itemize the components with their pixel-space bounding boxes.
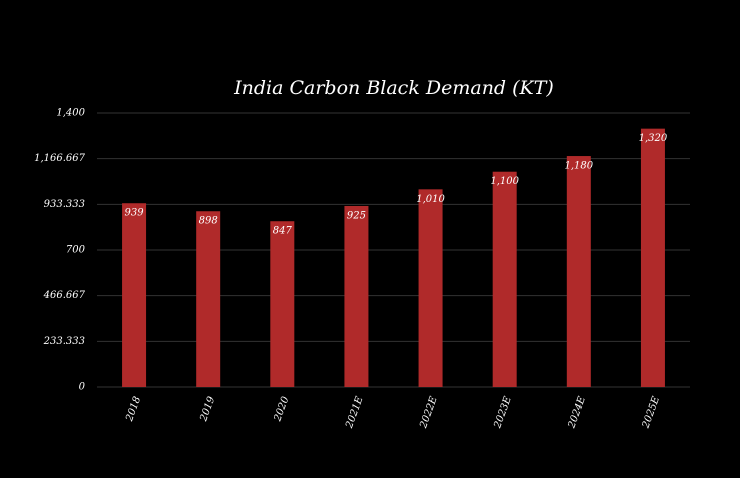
x-tick-label: 2025E [640,394,662,430]
y-tick-label: 0 [79,382,86,393]
bar [492,171,517,387]
x-tick-label: 2024E [566,394,588,430]
y-tick-label: 1,166.667 [34,153,86,164]
x-tick-label: 2019 [198,395,218,424]
value-label: 1,180 [564,161,593,172]
bar [418,189,443,387]
x-tick-label: 2020 [272,395,292,424]
value-label: 1,010 [416,194,445,205]
x-tick-label: 2018 [124,395,143,424]
bar [270,221,295,387]
value-label: 847 [273,226,293,237]
value-label: 925 [347,210,366,221]
value-label: 898 [199,216,218,227]
value-label: 1,100 [490,176,519,187]
bar [196,211,221,387]
value-label: 939 [125,208,145,219]
chart-title: India Carbon Black Demand (KT) [233,77,554,99]
x-tick-label: 2023E [492,394,514,430]
y-tick-label: 233.333 [43,336,85,347]
x-tick-label: 2021E [344,394,366,430]
x-tick-label: 2022E [418,394,440,430]
y-tick-label: 466.667 [43,290,86,301]
y-tick-label: 1,400 [56,108,85,119]
y-tick-label: 933.333 [44,199,85,210]
bar [566,156,591,387]
bar [640,128,665,387]
value-label: 1,320 [639,133,668,144]
y-tick-label: 700 [66,245,86,256]
bar [344,205,369,387]
bar [122,203,147,387]
